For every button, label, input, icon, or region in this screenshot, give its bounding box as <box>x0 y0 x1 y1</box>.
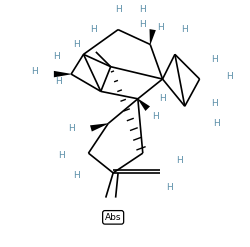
Text: H: H <box>213 119 220 128</box>
Text: H: H <box>68 124 74 133</box>
Text: Abs: Abs <box>104 213 121 222</box>
Polygon shape <box>137 99 149 111</box>
Text: H: H <box>156 23 163 32</box>
Text: H: H <box>181 25 188 34</box>
Polygon shape <box>149 29 155 44</box>
Text: H: H <box>176 156 182 165</box>
Text: H: H <box>58 151 64 160</box>
Text: H: H <box>114 5 121 14</box>
Text: H: H <box>139 5 145 14</box>
Text: H: H <box>166 183 173 192</box>
Text: H: H <box>158 94 165 103</box>
Text: H: H <box>225 72 232 81</box>
Text: H: H <box>72 40 79 49</box>
Text: H: H <box>90 25 96 34</box>
Text: H: H <box>55 77 62 86</box>
Polygon shape <box>54 71 71 77</box>
Text: H: H <box>210 55 217 64</box>
Text: H: H <box>151 112 158 121</box>
Text: H: H <box>139 20 145 29</box>
Polygon shape <box>90 123 108 131</box>
Text: H: H <box>210 99 217 108</box>
Text: H: H <box>72 171 79 180</box>
Text: H: H <box>30 67 37 76</box>
Text: H: H <box>53 52 60 61</box>
